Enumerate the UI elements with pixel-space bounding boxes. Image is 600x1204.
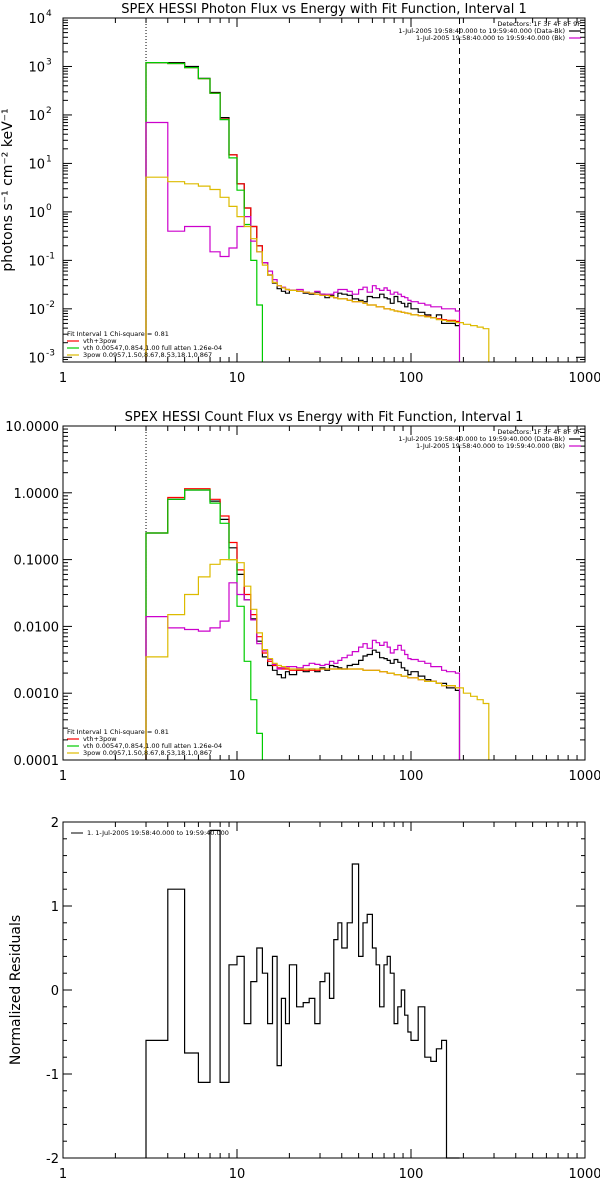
series-line-vth: [145, 489, 263, 760]
y-tick-base: 10: [28, 351, 45, 366]
x-tick-label: 1: [59, 371, 67, 386]
y-tick-label: 10.0000: [5, 420, 59, 435]
chart-panel-2: SPEX HESSI Count Flux vs Energy with Fit…: [5, 410, 600, 784]
y-tick-label: 0.1000: [14, 554, 60, 569]
x-tick-label: 100: [399, 1167, 424, 1182]
legend-entry: vth+3pow: [83, 735, 117, 743]
y-tick-base: 10: [28, 60, 45, 75]
series-line-data-bk: [145, 62, 460, 362]
legend-entry: 1-Jul-2005 19:58:40.000 to 19:59:40.000 …: [398, 435, 565, 443]
y-tick-exponent: -1: [46, 251, 55, 261]
y-tick-base: 10: [28, 303, 45, 318]
y-tick-exponent: 4: [46, 9, 52, 19]
legend-entry: 1-Jul-2005 19:58:40.000 to 19:59:40.000 …: [398, 27, 565, 35]
y-tick-label: -1: [46, 1068, 59, 1083]
x-tick-label: 1: [59, 769, 67, 784]
x-tick-label: 1000: [568, 371, 600, 386]
x-tick-label: 1: [59, 1167, 67, 1182]
plot-frame: [62, 821, 586, 1159]
y-tick-label: 10: [28, 303, 45, 318]
x-tick-label: 10: [229, 769, 246, 784]
legend-entry: vth 0.00547,0.854,1.00 full atten 1.26e-…: [83, 344, 222, 352]
series-line-data-bk: [145, 489, 461, 760]
plot-frame: [62, 425, 586, 761]
y-axis-label: photons s⁻¹ cm⁻² keV⁻¹: [0, 108, 16, 271]
y-tick-label: 10: [28, 109, 45, 124]
series-line-3pow: [145, 176, 490, 362]
y-tick-base: 10: [28, 109, 45, 124]
y-tick-exponent: 2: [46, 106, 52, 116]
series-line-3pow: [145, 559, 490, 760]
x-tick-label: 100: [399, 769, 424, 784]
y-tick-label: 0.0100: [14, 620, 60, 635]
y-tick-label: 10: [28, 206, 45, 221]
series-line-vth-3pow: [145, 488, 460, 760]
series-line-bk: [145, 582, 461, 760]
y-tick-label: 10: [28, 12, 45, 27]
series-line-1-1-jul-2005-19-58-40-000-to-19-59-40-000: [145, 829, 460, 1159]
legend-entry: Detectors: 1F 3F 4F 8F 9F: [497, 20, 581, 28]
y-tick-label: 10: [28, 60, 45, 75]
y-tick-base: 10: [28, 157, 45, 172]
x-tick-label: 1000: [568, 1167, 600, 1182]
y-tick-exponent: 1: [46, 154, 52, 164]
chart-panel-1: SPEX HESSI Photon Flux vs Energy with Fi…: [0, 2, 600, 386]
y-tick-base: 10: [28, 206, 45, 221]
y-axis-label: Normalized Residuals: [8, 915, 24, 1065]
y-tick-label: 0.0010: [14, 687, 60, 702]
y-tick-label: 2: [51, 816, 59, 831]
x-tick-label: 1000: [568, 769, 600, 784]
y-tick-exponent: -3: [46, 348, 55, 358]
y-tick-base: 10: [28, 254, 45, 269]
y-tick-label: 1: [51, 900, 59, 915]
y-tick-exponent: 0: [46, 203, 52, 213]
x-tick-label: 100: [399, 371, 424, 386]
legend-entry: 3pow 0.0957,1.50,8.67,8.53,18.1,0.867: [83, 749, 212, 757]
chart-title: SPEX HESSI Count Flux vs Energy with Fit…: [125, 410, 524, 425]
legend-entry: 1. 1-Jul-2005 19:58:40.000 to 19:59:40.0…: [87, 829, 229, 837]
chart-title: SPEX HESSI Photon Flux vs Energy with Fi…: [121, 2, 527, 17]
legend-entry: Fit Interval 1 Chi-square = 0.81: [67, 330, 169, 338]
y-tick-exponent: -2: [46, 300, 55, 310]
y-tick-label: 0: [51, 984, 59, 999]
y-tick-label: 10: [28, 254, 45, 269]
legend-entry: vth 0.00547,0.854,1.00 full atten 1.26e-…: [83, 742, 222, 750]
series-line-vth: [145, 62, 263, 362]
y-tick-label: 0.0001: [14, 754, 60, 769]
legend-entry: vth+3pow: [83, 337, 117, 345]
series-line-bk: [145, 121, 461, 362]
y-tick-label: -2: [46, 1152, 59, 1167]
x-tick-label: 10: [229, 371, 246, 386]
y-tick-label: 10: [28, 157, 45, 172]
legend-entry: Detectors: 1F 3F 4F 8F 9F: [497, 428, 581, 436]
y-tick-exponent: 3: [46, 57, 52, 67]
plot-frame: [62, 17, 586, 363]
x-tick-label: 10: [229, 1167, 246, 1182]
legend-entry: 1-Jul-2005 19:58:40.000 to 19:59:40.000 …: [416, 34, 565, 42]
legend-entry: 1-Jul-2005 19:58:40.000 to 19:59:40.000 …: [416, 442, 565, 450]
legend-entry: Fit Interval 1 Chi-square = 0.81: [67, 728, 169, 736]
y-tick-base: 10: [28, 12, 45, 27]
series-line-vth-3pow: [145, 62, 460, 362]
y-tick-label: 1.0000: [14, 487, 60, 502]
y-tick-label: 10: [28, 351, 45, 366]
legend-entry: 3pow 0.0957,1.50,8.67,8.53,18.1,0.867: [83, 351, 212, 359]
